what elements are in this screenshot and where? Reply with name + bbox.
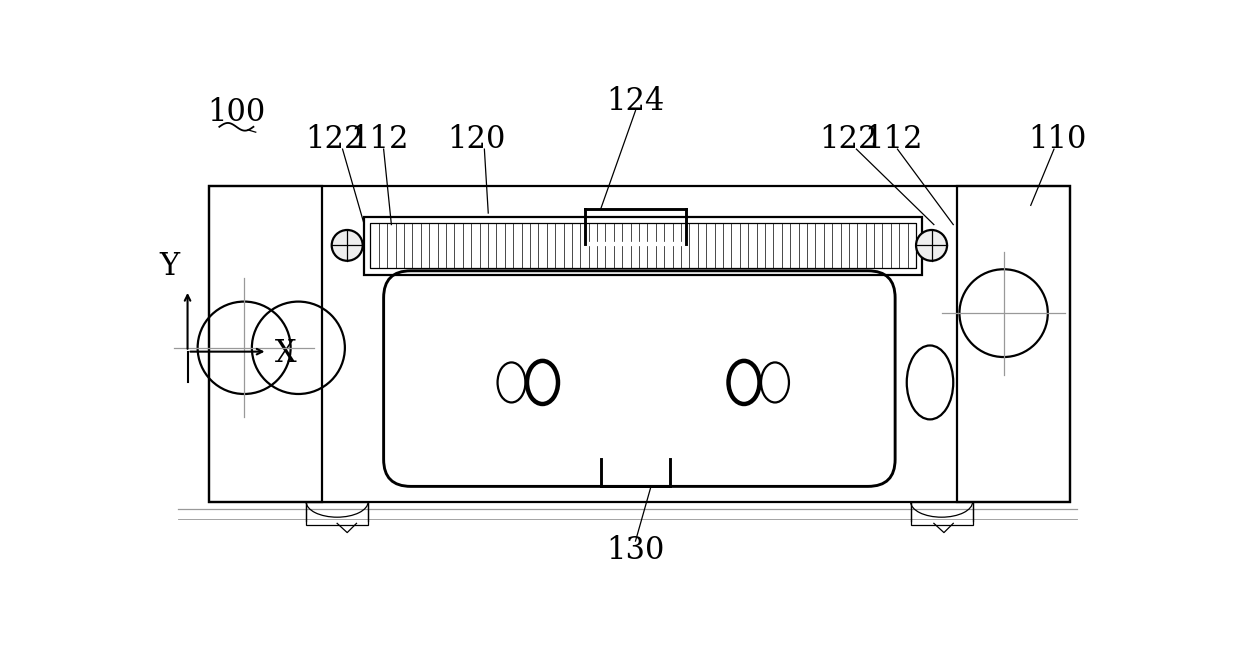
Bar <box>365 217 923 275</box>
Text: X: X <box>274 338 296 369</box>
Bar <box>957 186 1069 502</box>
Text: 100: 100 <box>207 98 265 129</box>
Circle shape <box>332 230 363 261</box>
Bar <box>210 186 321 502</box>
Circle shape <box>916 230 947 261</box>
Bar <box>306 502 368 525</box>
Text: 124: 124 <box>606 86 665 117</box>
Text: 120: 120 <box>448 125 506 156</box>
Text: 122: 122 <box>305 125 365 156</box>
Text: 130: 130 <box>606 535 665 566</box>
Text: 112: 112 <box>864 125 923 156</box>
Text: 110: 110 <box>1029 125 1087 156</box>
Bar <box>371 223 916 269</box>
Bar <box>910 502 972 525</box>
Text: 112: 112 <box>351 125 409 156</box>
Text: 122: 122 <box>820 125 878 156</box>
Bar <box>210 186 1069 502</box>
Text: Y: Y <box>159 251 179 282</box>
